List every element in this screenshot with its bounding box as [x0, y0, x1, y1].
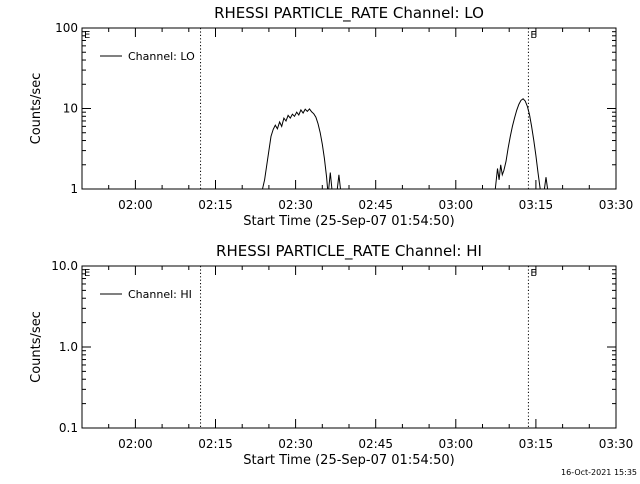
lo-x-tick-label: 03:00: [439, 198, 474, 212]
lo-x-tick-label: 02:00: [118, 198, 153, 212]
lo-legend-label: Channel: LO: [128, 50, 195, 63]
hi-x-tick-label: 03:15: [519, 437, 554, 451]
hi-x-tick-label: 02:45: [358, 437, 393, 451]
lo-x-tick-label: 02:15: [198, 198, 233, 212]
hi-x-axis-label: Start Time (25-Sep-07 01:54:50): [243, 453, 454, 468]
hi-x-tick-label: 02:15: [198, 437, 233, 451]
lo-y-tick-label: 1: [70, 182, 78, 196]
lo-x-axis-label: Start Time (25-Sep-07 01:54:50): [243, 214, 454, 229]
lo-series-line: [494, 98, 541, 190]
hi-y-axis-label: Counts/sec: [29, 311, 44, 383]
hi-x-tick-label: 03:00: [439, 437, 474, 451]
lo-event-marker-label: E: [530, 30, 536, 41]
lo-x-tick-label: 03:15: [519, 198, 554, 212]
lo-corner-marker-label: E: [84, 30, 90, 41]
lo-x-tick-label: 03:30: [599, 198, 634, 212]
hi-corner-marker-label: E: [84, 268, 90, 279]
hi-x-tick-label: 02:30: [278, 437, 313, 451]
lo-chart-title: RHESSI PARTICLE_RATE Channel: LO: [214, 4, 484, 23]
hi-y-tick-label: 1.0: [59, 340, 78, 354]
hi-chart-title: RHESSI PARTICLE_RATE Channel: HI: [216, 242, 482, 261]
hi-y-tick-label: 0.1: [59, 421, 78, 435]
lo-series-line: [328, 172, 333, 190]
hi-event-marker-label: E: [530, 268, 536, 279]
lo-x-tick-label: 02:30: [278, 198, 313, 212]
hi-x-tick-label: 02:00: [118, 437, 153, 451]
hi-y-tick-label: 10.0: [51, 259, 78, 273]
footer-timestamp: 16-Oct-2021 15:35: [561, 468, 637, 477]
lo-y-axis-label: Counts/sec: [29, 73, 44, 145]
hi-x-tick-label: 03:30: [599, 437, 634, 451]
lo-series-line: [336, 174, 341, 190]
lo-series-line: [262, 108, 329, 190]
lo-series-line: [543, 177, 549, 190]
lo-y-tick-label: 100: [55, 21, 78, 35]
lo-y-tick-label: 10: [63, 102, 78, 116]
hi-legend-label: Channel: HI: [128, 288, 192, 301]
lo-x-tick-label: 02:45: [358, 198, 393, 212]
